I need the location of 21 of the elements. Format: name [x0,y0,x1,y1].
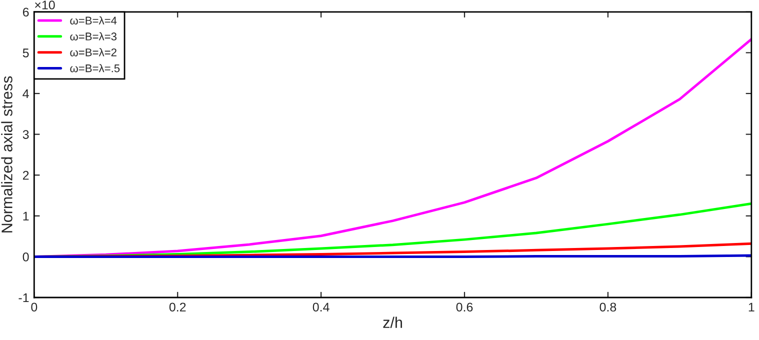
x-tick-label: 0.2 [169,302,186,312]
legend-label: ω=B=λ=2 [70,48,116,56]
y-tick-label: 5 [22,48,29,58]
y-tick-label: 2 [22,170,29,180]
x-tick-label: 0.4 [312,302,330,312]
legend-label: ω=B=λ=3 [70,32,117,40]
x-tick-label: 0.6 [456,302,473,312]
x-tick-label: 0.8 [600,302,616,312]
y-axis-title: Normalized axial stress [1,76,12,232]
y-tick-label: 1 [23,212,29,220]
x-tick-label: 1 [748,302,754,312]
x-tick-label: 0 [31,302,38,312]
y-tick-label: 3 [22,130,29,139]
y-tick-label: 6 [22,8,29,17]
legend-label: ω=B=λ=.5 [70,64,120,72]
y-tick-label: 0 [22,252,29,262]
y-tick-label: -1 [18,293,29,302]
x-axis-title: z/h [383,316,402,328]
text: ×10 [35,0,55,10]
legend-label: ω=B=λ=4 [70,16,117,25]
y-tick-label: 4 [22,89,29,98]
